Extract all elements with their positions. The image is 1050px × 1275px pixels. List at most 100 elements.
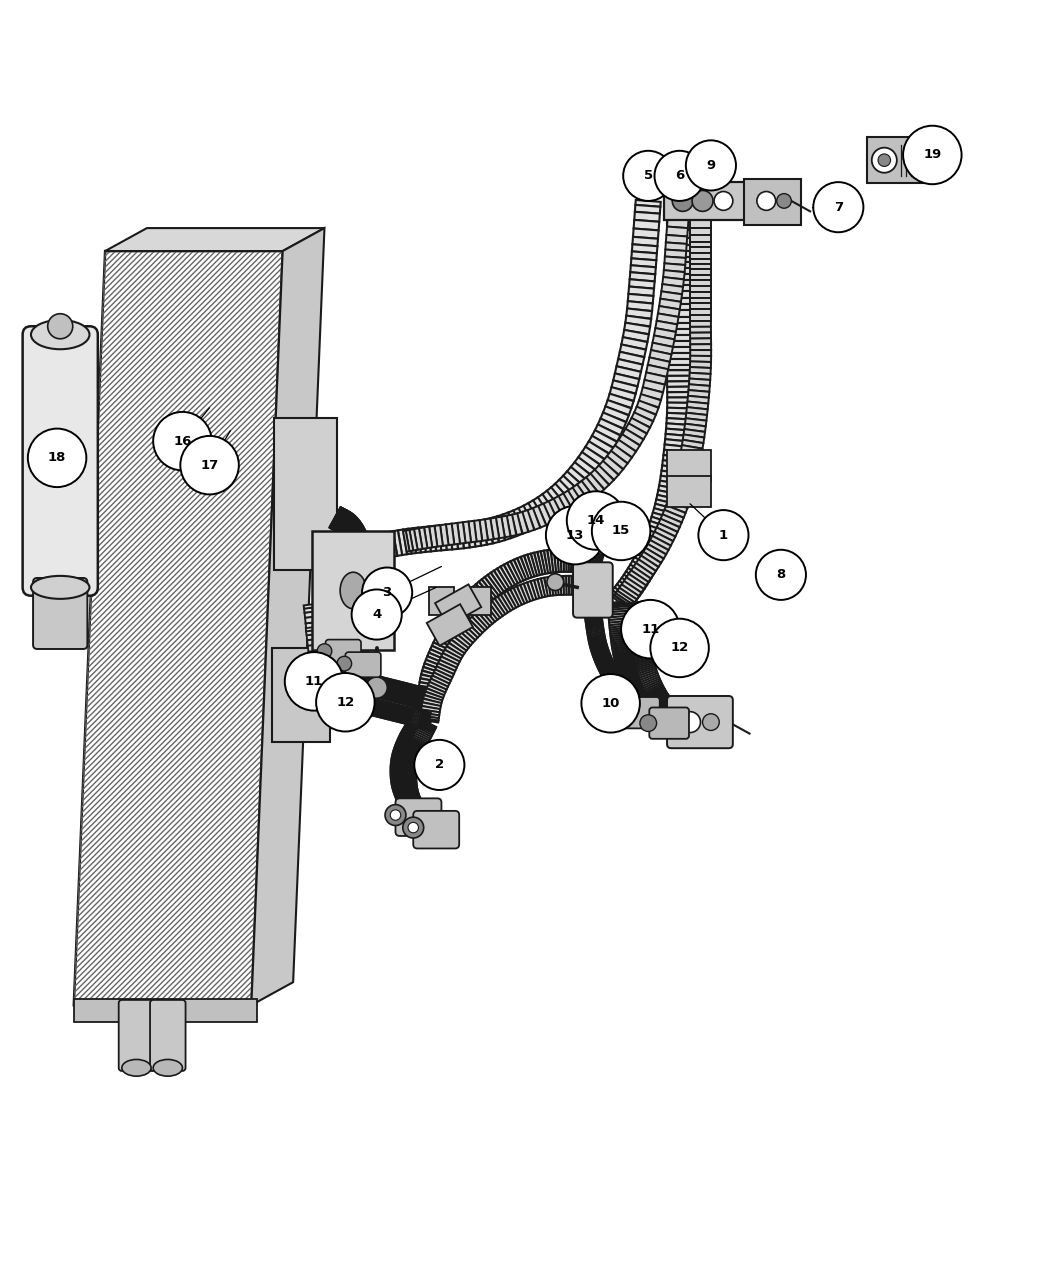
Polygon shape <box>339 518 357 534</box>
Polygon shape <box>635 200 660 207</box>
Polygon shape <box>419 682 442 690</box>
Polygon shape <box>663 709 673 731</box>
Polygon shape <box>668 710 677 732</box>
Polygon shape <box>422 703 441 709</box>
Polygon shape <box>335 621 348 641</box>
Polygon shape <box>412 805 425 816</box>
Polygon shape <box>634 694 654 708</box>
Polygon shape <box>538 495 556 518</box>
Polygon shape <box>636 400 658 414</box>
Polygon shape <box>544 550 550 574</box>
Polygon shape <box>404 799 421 813</box>
Polygon shape <box>690 367 711 374</box>
Polygon shape <box>407 720 426 733</box>
Polygon shape <box>345 538 367 543</box>
Polygon shape <box>422 667 445 677</box>
Polygon shape <box>333 509 342 529</box>
Polygon shape <box>669 704 679 720</box>
Polygon shape <box>401 796 419 810</box>
Polygon shape <box>657 490 682 500</box>
Polygon shape <box>523 504 541 528</box>
Polygon shape <box>419 711 424 728</box>
Polygon shape <box>534 552 543 575</box>
Polygon shape <box>336 692 341 709</box>
Polygon shape <box>648 703 664 722</box>
Polygon shape <box>410 742 425 751</box>
Polygon shape <box>640 699 658 715</box>
Polygon shape <box>396 790 416 801</box>
Polygon shape <box>321 692 334 706</box>
Polygon shape <box>514 558 526 580</box>
Polygon shape <box>632 641 651 646</box>
Polygon shape <box>308 639 324 645</box>
Polygon shape <box>369 674 375 696</box>
Polygon shape <box>437 632 459 646</box>
Polygon shape <box>376 677 383 697</box>
Polygon shape <box>338 666 357 680</box>
Polygon shape <box>656 314 678 324</box>
Polygon shape <box>653 695 669 706</box>
Polygon shape <box>630 696 640 710</box>
Polygon shape <box>411 686 418 706</box>
Polygon shape <box>421 671 444 680</box>
Polygon shape <box>401 706 407 723</box>
Polygon shape <box>630 697 642 711</box>
Polygon shape <box>444 618 465 634</box>
Polygon shape <box>690 201 711 207</box>
Polygon shape <box>614 685 628 697</box>
Polygon shape <box>623 330 649 342</box>
Polygon shape <box>332 671 334 691</box>
Polygon shape <box>344 532 365 541</box>
Polygon shape <box>427 653 450 666</box>
Polygon shape <box>360 696 365 713</box>
Polygon shape <box>498 566 512 588</box>
Polygon shape <box>417 810 429 822</box>
Polygon shape <box>415 807 428 820</box>
Polygon shape <box>339 514 354 533</box>
Polygon shape <box>419 696 439 705</box>
Polygon shape <box>410 709 416 725</box>
Polygon shape <box>667 268 692 274</box>
Polygon shape <box>457 630 472 645</box>
Polygon shape <box>616 687 630 699</box>
Polygon shape <box>429 817 440 831</box>
Polygon shape <box>653 509 678 519</box>
Polygon shape <box>660 700 674 715</box>
Polygon shape <box>345 547 367 552</box>
Polygon shape <box>400 785 417 789</box>
FancyBboxPatch shape <box>744 179 801 224</box>
Polygon shape <box>339 515 355 533</box>
Polygon shape <box>353 671 359 691</box>
Polygon shape <box>378 701 383 718</box>
Polygon shape <box>397 738 417 748</box>
Polygon shape <box>452 636 468 652</box>
Polygon shape <box>344 533 366 542</box>
Polygon shape <box>340 519 358 534</box>
Polygon shape <box>615 658 638 666</box>
Circle shape <box>415 740 464 790</box>
Polygon shape <box>407 708 414 725</box>
Polygon shape <box>596 657 612 666</box>
Polygon shape <box>405 797 420 806</box>
Polygon shape <box>408 805 425 819</box>
Polygon shape <box>461 523 469 548</box>
Polygon shape <box>673 705 683 723</box>
Polygon shape <box>585 612 602 616</box>
Polygon shape <box>585 552 592 575</box>
Polygon shape <box>463 594 482 613</box>
Polygon shape <box>339 556 358 570</box>
Polygon shape <box>667 386 692 393</box>
Polygon shape <box>635 695 655 709</box>
Polygon shape <box>490 518 499 539</box>
Polygon shape <box>342 632 361 648</box>
Polygon shape <box>690 326 711 333</box>
Polygon shape <box>632 691 653 705</box>
Polygon shape <box>649 521 674 534</box>
Polygon shape <box>422 711 427 728</box>
Polygon shape <box>308 640 330 649</box>
Polygon shape <box>437 663 456 674</box>
Polygon shape <box>410 806 426 820</box>
Polygon shape <box>690 292 711 297</box>
Polygon shape <box>401 789 418 794</box>
Polygon shape <box>433 672 450 683</box>
